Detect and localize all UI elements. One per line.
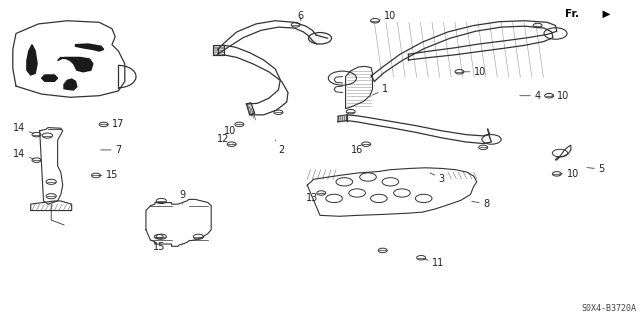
Text: 10: 10 — [224, 124, 240, 136]
Polygon shape — [58, 57, 93, 72]
Text: 17: 17 — [107, 119, 125, 130]
Text: 14: 14 — [13, 123, 34, 134]
Text: 1: 1 — [372, 84, 388, 95]
Text: 10: 10 — [379, 11, 397, 21]
Text: S0X4-B3720A: S0X4-B3720A — [582, 304, 637, 313]
Text: 3: 3 — [430, 173, 445, 184]
Text: 6: 6 — [298, 11, 304, 21]
Text: 8: 8 — [472, 199, 490, 209]
Text: 15: 15 — [99, 170, 118, 181]
Text: 4: 4 — [520, 91, 541, 101]
Text: 10: 10 — [559, 169, 579, 179]
Text: 11: 11 — [424, 258, 445, 268]
Polygon shape — [338, 115, 347, 122]
Text: 10: 10 — [462, 67, 486, 77]
Polygon shape — [76, 44, 104, 51]
Text: 2: 2 — [275, 140, 285, 155]
Text: 5: 5 — [587, 164, 605, 174]
Text: 12: 12 — [216, 134, 234, 144]
Polygon shape — [64, 79, 77, 90]
Text: 14: 14 — [13, 149, 34, 159]
Polygon shape — [246, 103, 255, 115]
Text: 10: 10 — [552, 91, 570, 101]
Text: 9: 9 — [179, 189, 186, 204]
Polygon shape — [27, 45, 37, 75]
Text: 7: 7 — [100, 145, 122, 155]
Polygon shape — [42, 75, 58, 81]
Polygon shape — [213, 45, 224, 55]
Text: Fr.: Fr. — [565, 9, 579, 19]
Text: 13: 13 — [306, 193, 323, 203]
Text: 16: 16 — [351, 144, 368, 155]
Text: 15: 15 — [152, 238, 165, 252]
